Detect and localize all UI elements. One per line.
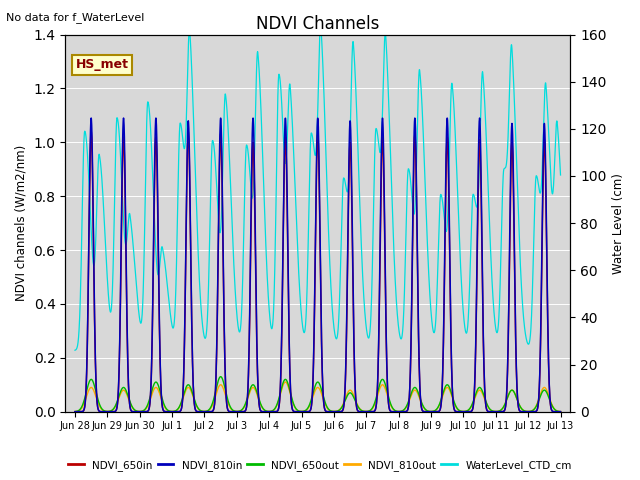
Title: NDVI Channels: NDVI Channels bbox=[256, 15, 380, 33]
Y-axis label: NDVI channels (W/m2/nm): NDVI channels (W/m2/nm) bbox=[15, 145, 28, 301]
Y-axis label: Water Level (cm): Water Level (cm) bbox=[612, 173, 625, 274]
Text: No data for f_WaterLevel: No data for f_WaterLevel bbox=[6, 12, 145, 23]
Text: HS_met: HS_met bbox=[76, 59, 129, 72]
Legend: NDVI_650in, NDVI_810in, NDVI_650out, NDVI_810out, WaterLevel_CTD_cm: NDVI_650in, NDVI_810in, NDVI_650out, NDV… bbox=[64, 456, 576, 475]
